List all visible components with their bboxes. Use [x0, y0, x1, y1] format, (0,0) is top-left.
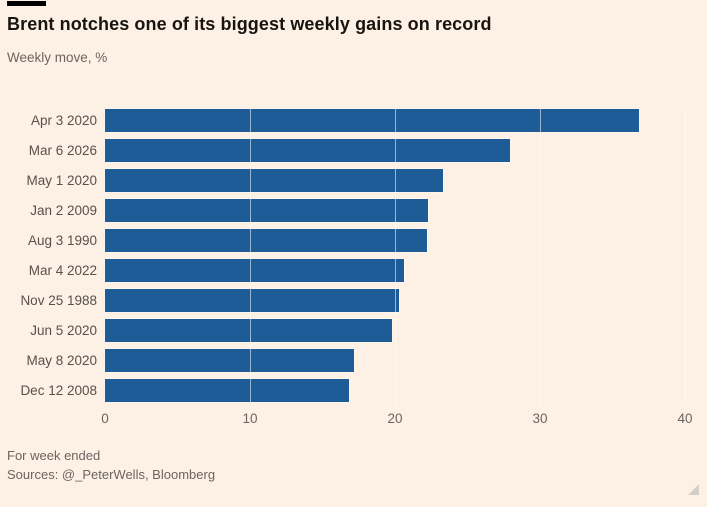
chart-subtitle: Weekly move, % [7, 50, 108, 65]
category-label: May 8 2020 [26, 353, 97, 368]
gridline [684, 109, 686, 403]
category-label: Aug 3 1990 [27, 233, 97, 248]
gridline [394, 109, 396, 403]
x-axis-tick-label: 20 [387, 411, 403, 426]
x-axis-tick-label: 40 [677, 411, 693, 426]
bar [105, 289, 400, 312]
gridline [249, 109, 251, 403]
bar [105, 379, 349, 402]
bar [105, 169, 443, 192]
gridline [539, 109, 541, 403]
footer-note: For week ended [7, 448, 101, 463]
bar [105, 319, 393, 342]
category-label: Jun 5 2020 [30, 323, 97, 338]
bar [105, 139, 510, 162]
resize-handle-icon[interactable] [688, 484, 699, 495]
x-axis-tick-label: 0 [101, 411, 109, 426]
category-label: Jan 2 2009 [30, 203, 97, 218]
x-axis-tick-label: 30 [532, 411, 548, 426]
bar [105, 349, 355, 372]
bar [105, 229, 427, 252]
chart-title: Brent notches one of its biggest weekly … [7, 14, 492, 34]
footer-sources: Sources: @_PeterWells, Bloomberg [7, 467, 216, 482]
category-label: Mar 4 2022 [28, 263, 97, 278]
category-label: May 1 2020 [26, 173, 97, 188]
category-label: Dec 12 2008 [20, 383, 97, 398]
category-label: Apr 3 2020 [30, 113, 97, 128]
bar [105, 199, 429, 222]
category-label: Nov 25 1988 [20, 293, 97, 308]
category-label: Mar 6 2026 [28, 143, 97, 158]
bar [105, 259, 404, 282]
x-axis-tick-label: 10 [242, 411, 258, 426]
ft-top-rule [7, 1, 46, 6]
bar [105, 109, 639, 132]
